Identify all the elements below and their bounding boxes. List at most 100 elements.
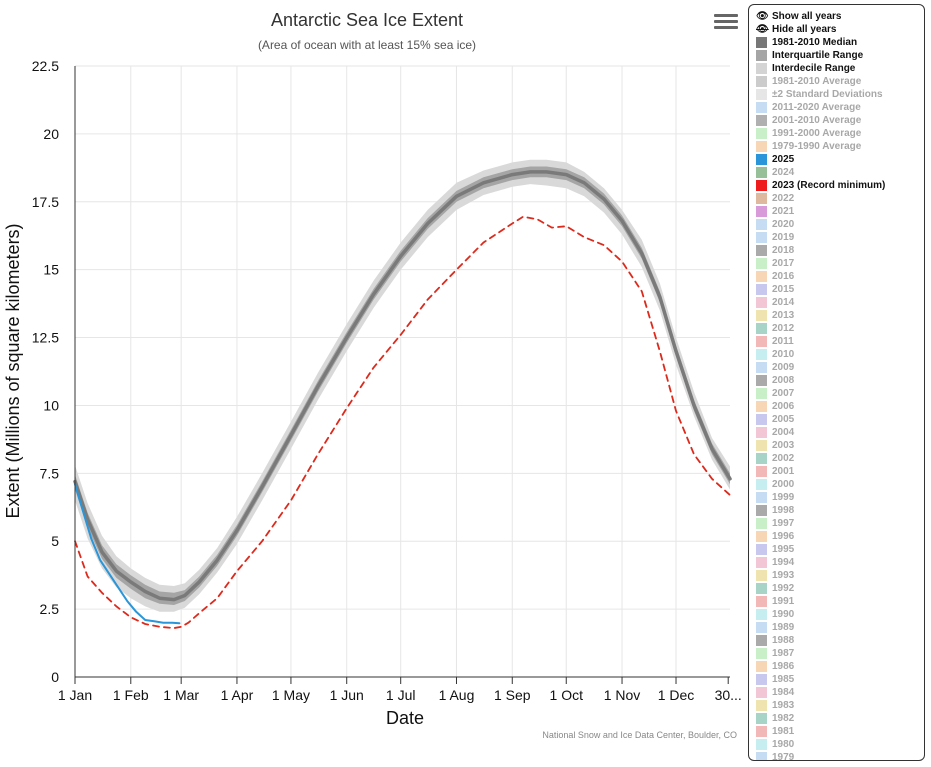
x-tick-label: 1 Jul [386, 687, 416, 703]
legend-item[interactable]: 1980 [756, 738, 918, 751]
legend-item[interactable]: 2000 [756, 478, 918, 491]
y-tick-label: 20 [43, 126, 59, 142]
legend-label: 1989 [772, 622, 795, 633]
legend-item[interactable]: Interquartile Range [756, 49, 918, 62]
legend-swatch [756, 154, 767, 165]
legend-item[interactable]: 2019 [756, 231, 918, 244]
legend-item[interactable]: 1981-2010 Average [756, 75, 918, 88]
x-tick-label: 1 Aug [439, 687, 475, 703]
legend-item[interactable]: 2009 [756, 361, 918, 374]
legend-item[interactable]: 2025 [756, 153, 918, 166]
x-tick-label: 1 Sep [494, 687, 531, 703]
legend-label: 2015 [772, 284, 795, 295]
legend-item[interactable]: 2020 [756, 218, 918, 231]
legend-swatch [756, 284, 767, 295]
legend-item[interactable]: 2007 [756, 387, 918, 400]
legend-item[interactable]: Interdecile Range [756, 62, 918, 75]
legend-swatch [756, 401, 767, 412]
legend-item[interactable]: 2015 [756, 283, 918, 296]
legend-swatch [756, 414, 767, 425]
legend-label: 2007 [772, 388, 795, 399]
y-tick-label: 12.5 [32, 330, 59, 346]
legend-item[interactable]: 1997 [756, 517, 918, 530]
legend-item[interactable]: 1992 [756, 582, 918, 595]
x-tick-label: 1 Dec [658, 687, 695, 703]
chart-menu-button[interactable] [714, 14, 738, 34]
legend-item[interactable]: 2011 [756, 335, 918, 348]
legend-item[interactable]: 2006 [756, 400, 918, 413]
legend-item[interactable]: 1984 [756, 686, 918, 699]
legend-item[interactable]: 1994 [756, 556, 918, 569]
legend-item[interactable]: 1986 [756, 660, 918, 673]
legend-item[interactable]: 2004 [756, 426, 918, 439]
legend-item[interactable]: 2024 [756, 166, 918, 179]
y-tick-label: 22.5 [32, 58, 59, 74]
show-all-years-button[interactable]: 👁︎ Show all years [756, 10, 918, 23]
legend-item[interactable]: 2008 [756, 374, 918, 387]
legend-item[interactable]: 1988 [756, 634, 918, 647]
legend-label: 1987 [772, 648, 795, 659]
legend-item[interactable]: 1982 [756, 712, 918, 725]
credit-text: National Snow and Ice Data Center, Bould… [542, 730, 737, 740]
legend-item[interactable]: 1981 [756, 725, 918, 738]
legend-label: 1985 [772, 674, 795, 685]
legend-label: 2011-2020 Average [772, 102, 861, 113]
hide-all-years-button[interactable]: 👁︎ Hide all years [756, 23, 918, 36]
legend-swatch [756, 479, 767, 490]
legend-item[interactable]: 2005 [756, 413, 918, 426]
y-tick-label: 10 [43, 397, 59, 413]
legend-label: 2024 [772, 167, 795, 178]
legend-item[interactable]: 2002 [756, 452, 918, 465]
legend-swatch [756, 674, 767, 685]
legend-item[interactable]: 1983 [756, 699, 918, 712]
legend-label: 1996 [772, 531, 795, 542]
legend-label: 2012 [772, 323, 795, 334]
2023-record-minimum-line [74, 215, 731, 629]
legend-swatch [756, 349, 767, 360]
legend-item[interactable]: 2003 [756, 439, 918, 452]
legend-label: 1981-2010 Average [772, 76, 862, 87]
legend-item[interactable]: 1991-2000 Average [756, 127, 918, 140]
legend-label: 2009 [772, 362, 795, 373]
legend-item[interactable]: 1981-2010 Median [756, 36, 918, 49]
y-axis-ticks: 0 2.5 5 7.5 10 12.5 15 17.5 20 22.5 [32, 58, 59, 685]
legend-label: 1999 [772, 492, 795, 503]
legend-label: 1982 [772, 713, 795, 724]
legend-swatch [756, 141, 767, 152]
legend-item[interactable]: 1998 [756, 504, 918, 517]
legend-swatch [756, 531, 767, 542]
legend-item[interactable]: 1991 [756, 595, 918, 608]
legend-items: 1981-2010 Median Interquartile Range Inter… [756, 36, 918, 760]
legend-item[interactable]: 1996 [756, 530, 918, 543]
legend-item[interactable]: 2018 [756, 244, 918, 257]
legend-item[interactable]: 2001 [756, 465, 918, 478]
series-lines [73, 170, 732, 629]
legend-item[interactable]: 1999 [756, 491, 918, 504]
legend-item[interactable]: 2001-2010 Average [756, 114, 918, 127]
legend-item[interactable]: 2014 [756, 296, 918, 309]
legend-item[interactable]: 1993 [756, 569, 918, 582]
legend-item[interactable]: 1990 [756, 608, 918, 621]
legend-item[interactable]: 2012 [756, 322, 918, 335]
chart-subtitle: (Area of ocean with at least 15% sea ice… [258, 38, 476, 52]
legend-item[interactable]: 2016 [756, 270, 918, 283]
legend-item[interactable]: 1989 [756, 621, 918, 634]
legend-item[interactable]: 2017 [756, 257, 918, 270]
legend-item[interactable]: 1985 [756, 673, 918, 686]
legend-item[interactable]: 1995 [756, 543, 918, 556]
legend-label: 2010 [772, 349, 795, 360]
legend-item[interactable]: 2022 [756, 192, 918, 205]
legend-swatch [756, 453, 767, 464]
legend-item[interactable]: 2021 [756, 205, 918, 218]
legend-item[interactable]: 2013 [756, 309, 918, 322]
legend-item[interactable]: 1979 [756, 751, 918, 760]
legend-item[interactable]: 2023 (Record minimum) [756, 179, 918, 192]
legend-item[interactable]: ±2 Standard Deviations [756, 88, 918, 101]
x-tick-label: 1 Oct [550, 687, 584, 703]
legend-swatch [756, 648, 767, 659]
legend-item[interactable]: 2010 [756, 348, 918, 361]
legend-label: 1990 [772, 609, 795, 620]
legend-item[interactable]: 2011-2020 Average [756, 101, 918, 114]
legend-item[interactable]: 1979-1990 Average [756, 140, 918, 153]
legend-item[interactable]: 1987 [756, 647, 918, 660]
